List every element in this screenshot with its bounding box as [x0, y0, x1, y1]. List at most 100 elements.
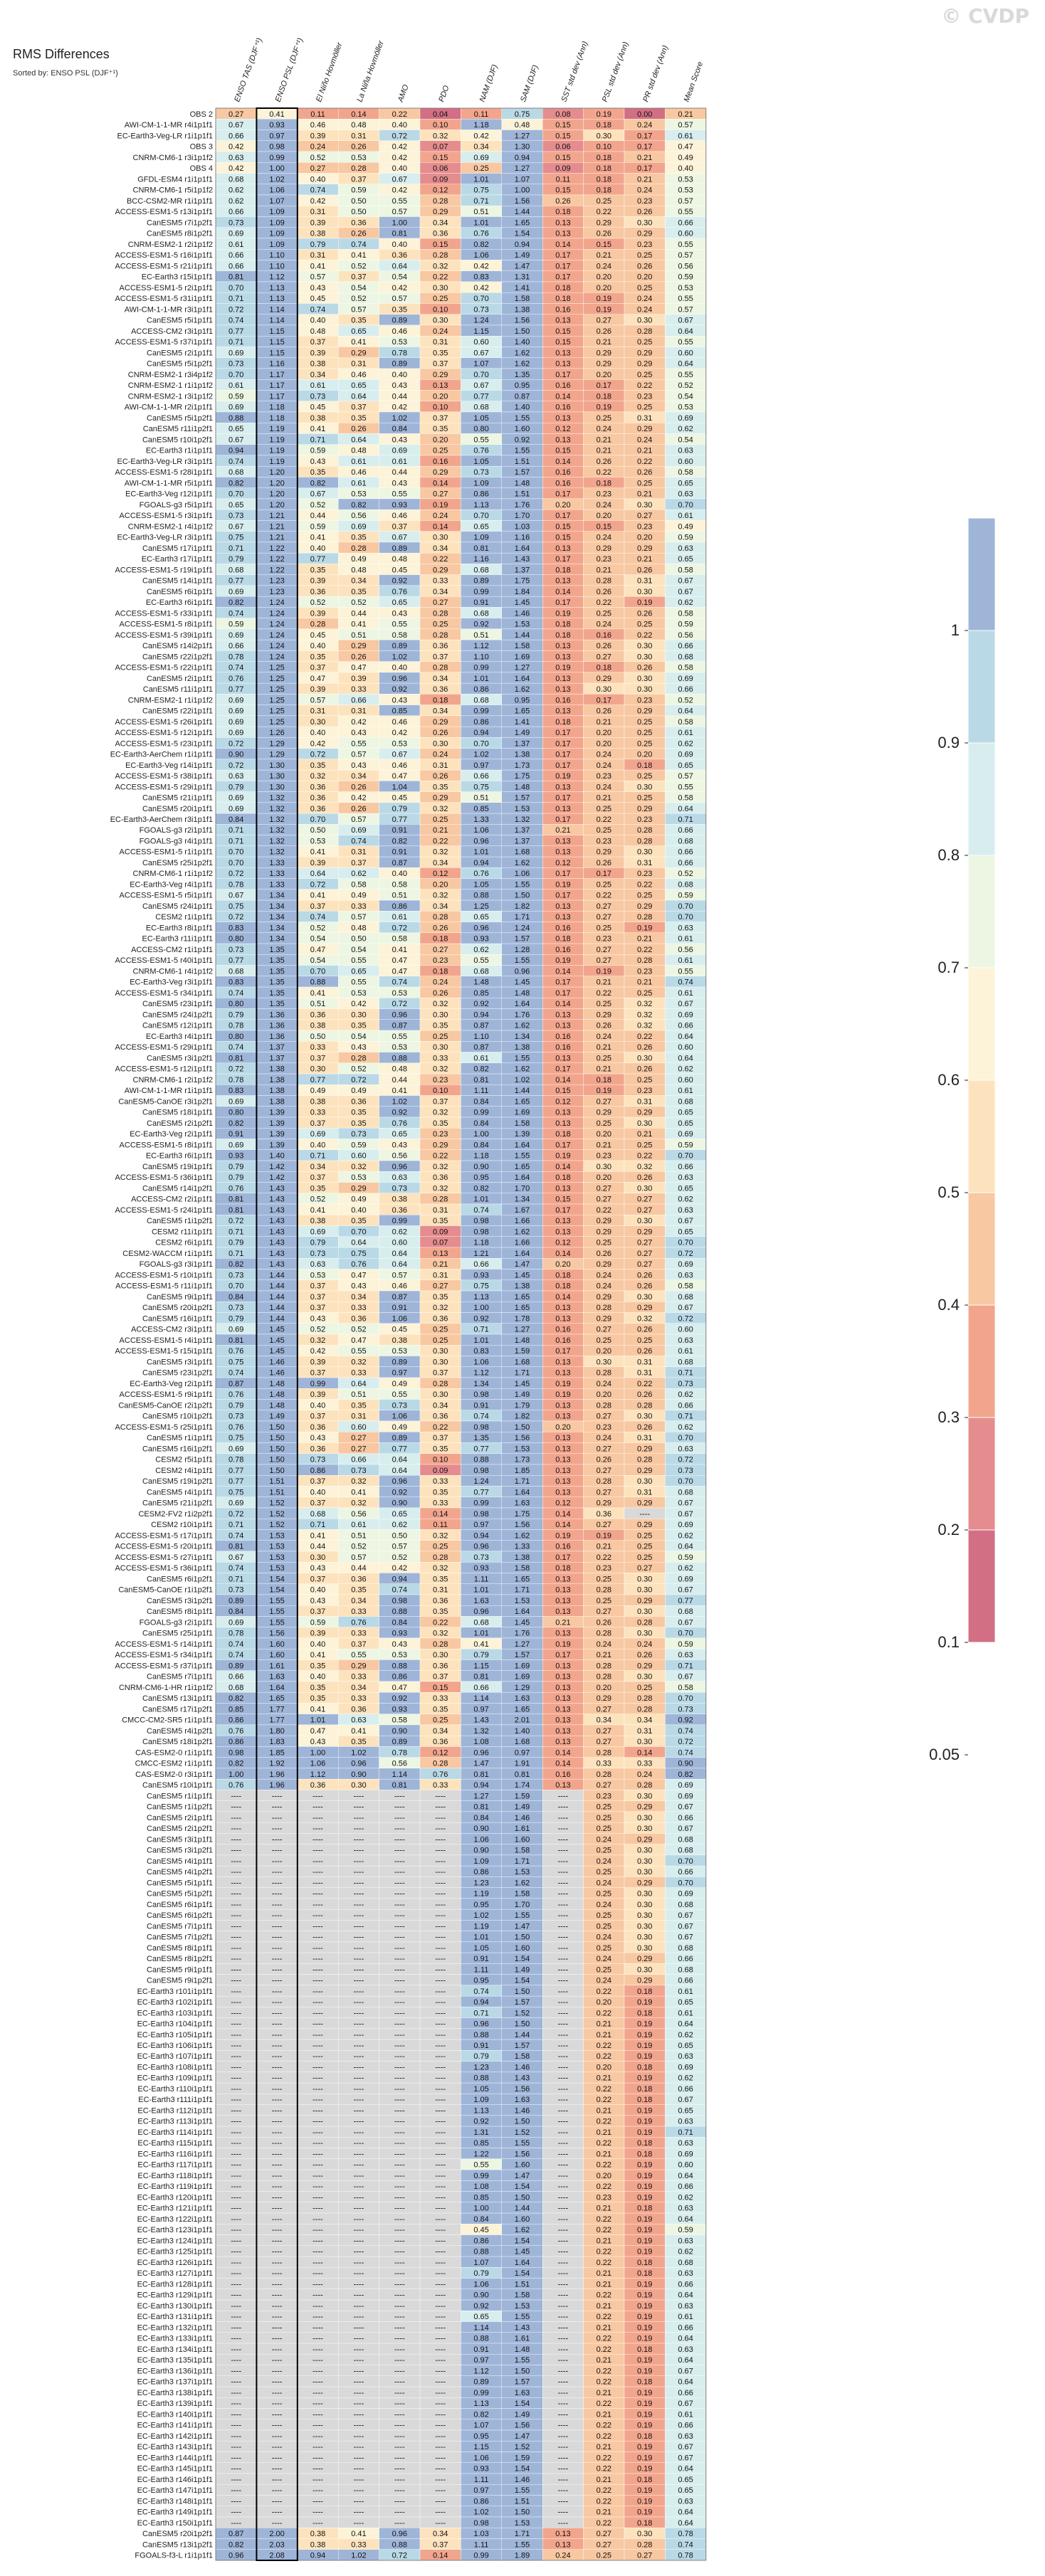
cell-value: 0.84	[473, 1097, 488, 1106]
cell-value: 0.41	[310, 1705, 325, 1714]
row-label: EC-Earth3 r145i1p1f1	[137, 2465, 213, 2474]
cell-value: ----	[435, 2031, 446, 2039]
cell-value: 1.32	[269, 826, 284, 835]
cell-value: 0.67	[473, 349, 488, 357]
cell-value: 0.30	[433, 1347, 448, 1356]
row-label: EC-Earth3 r141i1p1f1	[137, 2422, 213, 2430]
cell-value: 0.27	[637, 1564, 652, 1573]
cell-value: 1.07	[515, 175, 530, 184]
row-label: CanESM5 r6i1p2f1	[147, 1911, 213, 1920]
cell-value: 0.16	[555, 1770, 570, 1779]
cell-value: ----	[435, 2052, 446, 2061]
cell-value: 1.64	[515, 1141, 530, 1149]
cell-value: 0.38	[310, 360, 325, 369]
cell-value: 0.28	[637, 1401, 652, 1410]
cell-value: 0.56	[351, 1510, 366, 1519]
cell-value: 1.36	[269, 1022, 284, 1030]
row-label: CanESM5 r4i1p2f1	[147, 1727, 213, 1736]
cell-value: 0.57	[351, 913, 366, 922]
cell-value: 0.07	[433, 143, 448, 152]
cell-value: 0.93	[392, 1630, 407, 1638]
cell-value: 0.42	[392, 729, 407, 737]
cell-value: 0.85	[473, 805, 488, 813]
cell-value: 0.36	[433, 1597, 448, 1605]
cell-value: 0.59	[678, 1141, 693, 1149]
cell-value: 1.57	[515, 935, 530, 944]
cell-value: 1.65	[515, 1705, 530, 1714]
cell-value: 1.55	[269, 1608, 284, 1616]
cell-value: 0.24	[637, 1640, 652, 1649]
column-header: El Niño Hovmöller	[315, 41, 345, 103]
column-header: ENSO PSL (DJF⁺¹)	[274, 36, 305, 103]
cell-value: 0.35	[351, 1217, 366, 1225]
cell-value: 0.20	[637, 751, 652, 759]
cell-value: 0.58	[392, 935, 407, 944]
cell-value: 0.25	[597, 1868, 611, 1876]
cell-value: 0.35	[433, 425, 448, 433]
cell-value: 0.22	[433, 1423, 448, 1432]
cell-value: 0.63	[678, 1271, 693, 1279]
cell-value: 0.18	[597, 121, 611, 130]
cell-value: 0.53	[678, 284, 693, 292]
cell-value: 0.37	[433, 1434, 448, 1442]
row-label: ACCESS-ESM1-5 r36i1p1f1	[115, 1564, 213, 1573]
cell-value: 0.19	[555, 1152, 570, 1161]
cell-value: ----	[435, 2150, 446, 2158]
cell-value: 0.55	[351, 1347, 366, 1356]
cell-value: 0.25	[597, 880, 611, 889]
cell-value: 0.67	[392, 534, 407, 542]
cell-value: 0.29	[637, 805, 652, 813]
cell-value: ----	[394, 1847, 405, 1855]
cell-value: 0.89	[229, 1597, 243, 1605]
row-label: ACCESS-ESM1-5 r21i1p1f1	[115, 262, 213, 270]
cell-value: 1.10	[473, 1033, 488, 1041]
cell-value: 0.35	[351, 317, 366, 325]
cell-value: 0.35	[433, 1119, 448, 1128]
cell-value: ----	[313, 1922, 323, 1931]
cell-value: 0.29	[597, 1694, 611, 1703]
cell-value: 0.28	[433, 1760, 448, 1768]
cell-value: 1.52	[515, 2009, 530, 2017]
cell-value: 1.40	[515, 403, 530, 412]
cell-value: 0.21	[637, 1130, 652, 1139]
cell-value: 0.30	[597, 132, 611, 140]
cell-value: 0.25	[637, 338, 652, 347]
cell-value: 0.31	[351, 1413, 366, 1421]
row-label: EC-Earth3-Veg-LR r3i1p1f1	[117, 534, 213, 542]
cell-value: 0.75	[229, 902, 243, 911]
cell-value: 0.84	[473, 1814, 488, 1822]
cell-value: ----	[394, 1868, 405, 1876]
cell-value: ----	[558, 2150, 569, 2158]
cell-value: 0.95	[473, 1173, 488, 1182]
cell-value: 0.37	[310, 1369, 325, 1378]
cell-value: 0.53	[678, 403, 693, 412]
cell-value: 0.46	[310, 121, 325, 130]
cell-value: ----	[435, 1792, 446, 1800]
row-label: CNRM-CM6-1 r5i1p1f2	[133, 186, 213, 195]
cell-value: 0.41	[310, 1531, 325, 1540]
cell-value: 1.39	[269, 1141, 284, 1149]
cell-value: 0.33	[433, 1781, 448, 1790]
cell-value: 0.30	[637, 1608, 652, 1616]
cell-value: 0.35	[351, 1109, 366, 1117]
cell-value: 0.13	[555, 1228, 570, 1236]
cell-value: 0.25	[433, 1716, 448, 1725]
row-label: CanESM5 r16i1p2f1	[142, 1445, 213, 1453]
cell-value: 0.84	[473, 1119, 488, 1128]
cell-value: 0.18	[555, 295, 570, 303]
cell-value: 0.68	[229, 566, 243, 574]
cell-value: 0.66	[229, 208, 243, 216]
cell-value: 0.86	[229, 1738, 243, 1746]
cell-value: 0.12	[555, 1239, 570, 1247]
cell-value: 0.25	[597, 1597, 611, 1605]
row-label: CanESM5 r22i1p2f1	[142, 653, 213, 661]
cell-value: 0.80	[229, 1000, 243, 1008]
cell-value: ----	[435, 1977, 446, 1985]
cell-value: ----	[231, 2074, 241, 2083]
cell-value: 0.25	[637, 284, 652, 292]
cell-value: 0.25	[637, 772, 652, 781]
cell-value: 1.00	[310, 1748, 325, 1757]
cell-value: 0.19	[597, 1531, 611, 1540]
cell-value: ----	[354, 2085, 364, 2094]
cell-value: ----	[313, 2031, 323, 2039]
